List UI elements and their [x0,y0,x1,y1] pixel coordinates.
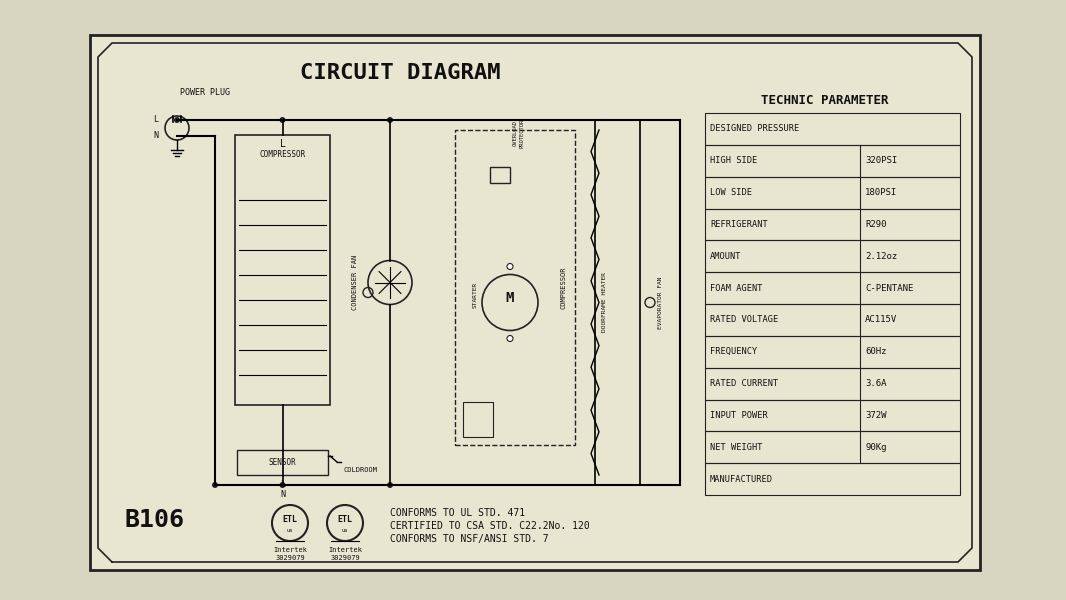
FancyBboxPatch shape [90,35,980,570]
Text: AC115V: AC115V [865,316,898,325]
Text: 372W: 372W [865,411,887,420]
Text: C-PENTANE: C-PENTANE [865,284,914,293]
Text: N: N [154,131,158,140]
Bar [237,450,328,475]
Text: EVAPORATOR FAN: EVAPORATOR FAN [658,276,662,329]
Text: FOAM AGENT: FOAM AGENT [710,284,762,293]
Text: RATED CURRENT: RATED CURRENT [710,379,778,388]
Text: B106: B106 [125,508,185,532]
Text: INPUT POWER: INPUT POWER [710,411,768,420]
Text: 90Kg: 90Kg [865,443,887,452]
Text: ETL: ETL [282,515,297,524]
Bar [705,241,960,272]
Text: AMOUNT: AMOUNT [710,252,742,261]
Circle shape [507,263,513,269]
Text: M: M [505,292,514,305]
Bar [705,336,960,368]
Text: 320PSI: 320PSI [865,156,898,165]
Text: DESIGNED PRESSURE: DESIGNED PRESSURE [710,124,800,133]
Text: 3029079: 3029079 [275,555,305,561]
Circle shape [507,335,513,341]
Circle shape [279,117,286,123]
Text: CIRCUIT DIAGRAM: CIRCUIT DIAGRAM [300,63,500,83]
Text: L: L [280,480,285,489]
Text: POWER PLUG: POWER PLUG [180,88,230,97]
Text: L: L [154,115,158,124]
Circle shape [174,117,180,123]
Bar [705,208,960,241]
Text: STARTER: STARTER [472,282,478,308]
Bar [705,145,960,176]
Bar [705,272,960,304]
Bar [705,400,960,431]
Text: us: us [342,527,349,533]
Text: NET WEIGHT: NET WEIGHT [710,443,762,452]
Text: HIGH SIDE: HIGH SIDE [710,156,757,165]
Text: RATED VOLTAGE: RATED VOLTAGE [710,316,778,325]
Text: 180PSI: 180PSI [865,188,898,197]
Text: MANUFACTURED: MANUFACTURED [710,475,773,484]
Text: 3.6A: 3.6A [865,379,887,388]
Text: us: us [287,527,293,533]
Bar [705,368,960,400]
Text: OVERLOAD: OVERLOAD [513,120,517,146]
Text: 60Hz: 60Hz [865,347,887,356]
Text: COLDROOM: COLDROOM [343,467,377,473]
Text: R290: R290 [865,220,887,229]
Circle shape [387,117,393,123]
Text: LOW SIDE: LOW SIDE [710,188,752,197]
Text: ETL: ETL [338,515,353,524]
Text: CONFORMS TO UL STD. 471: CONFORMS TO UL STD. 471 [390,508,526,518]
Bar [705,304,960,336]
Bar [705,113,960,145]
Text: CERTIFIED TO CSA STD. C22.2No. 120: CERTIFIED TO CSA STD. C22.2No. 120 [390,521,589,531]
Text: L: L [279,139,286,149]
Text: COMPRESSOR: COMPRESSOR [560,266,566,309]
Circle shape [279,482,286,488]
Circle shape [212,482,219,488]
Circle shape [387,482,393,488]
Text: 3029079: 3029079 [330,555,360,561]
Bar [490,167,510,183]
Text: CONDENSER FAN: CONDENSER FAN [352,255,358,310]
Text: N: N [280,490,285,499]
Text: Intertek: Intertek [273,547,307,553]
Text: REFRIGERANT: REFRIGERANT [710,220,768,229]
Bar [235,135,330,405]
Text: DOORFRAME HEATER: DOORFRAME HEATER [602,272,608,332]
Bar [705,176,960,208]
Text: PROTECTOR: PROTECTOR [519,119,524,148]
Text: COMPRESSOR: COMPRESSOR [259,150,306,159]
Text: CONFORMS TO NSF/ANSI STD. 7: CONFORMS TO NSF/ANSI STD. 7 [390,534,549,544]
Text: Intertek: Intertek [328,547,362,553]
Bar [705,463,960,495]
Bar [463,402,492,437]
Text: SENSOR: SENSOR [269,458,296,467]
Text: TECHNIC PARAMETER: TECHNIC PARAMETER [761,94,889,107]
Bar [705,431,960,463]
Text: 2.12oz: 2.12oz [865,252,898,261]
Text: FREQUENCY: FREQUENCY [710,347,757,356]
